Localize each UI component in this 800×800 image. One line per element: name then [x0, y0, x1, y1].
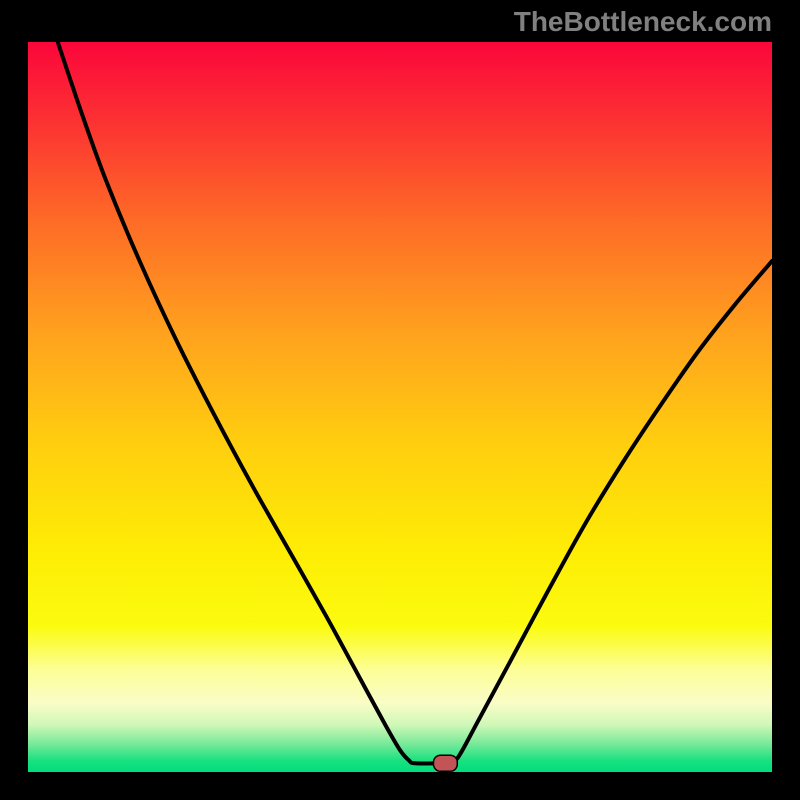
- minimum-marker: [433, 755, 457, 771]
- bottleneck-chart: [0, 0, 800, 800]
- watermark-text: TheBottleneck.com: [514, 6, 772, 38]
- chart-frame: TheBottleneck.com: [0, 0, 800, 800]
